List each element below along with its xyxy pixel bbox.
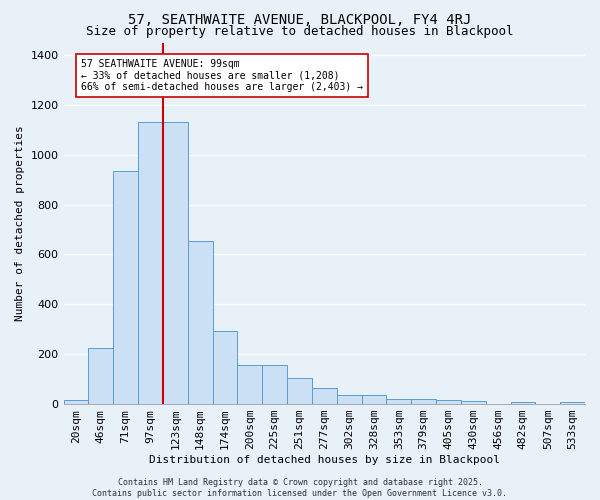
Bar [163,122,188,404]
Bar [188,240,212,404]
Bar [386,399,411,404]
Bar [113,171,138,404]
Bar [238,366,262,404]
Bar [138,122,163,404]
Bar [312,388,337,404]
Bar [212,330,238,404]
Bar [362,396,386,404]
Bar [262,366,287,404]
Text: 57, SEATHWAITE AVENUE, BLACKPOOL, FY4 4RJ: 57, SEATHWAITE AVENUE, BLACKPOOL, FY4 4R… [128,12,472,26]
Y-axis label: Number of detached properties: Number of detached properties [15,126,25,321]
Text: 57 SEATHWAITE AVENUE: 99sqm
← 33% of detached houses are smaller (1,208)
66% of : 57 SEATHWAITE AVENUE: 99sqm ← 33% of det… [81,58,363,92]
Bar [337,396,362,404]
Bar [287,378,312,404]
Bar [511,402,535,404]
Bar [461,401,485,404]
Bar [560,402,585,404]
X-axis label: Distribution of detached houses by size in Blackpool: Distribution of detached houses by size … [149,455,500,465]
Bar [411,399,436,404]
Text: Size of property relative to detached houses in Blackpool: Size of property relative to detached ho… [86,25,514,38]
Bar [88,348,113,404]
Bar [436,400,461,404]
Text: Contains HM Land Registry data © Crown copyright and database right 2025.
Contai: Contains HM Land Registry data © Crown c… [92,478,508,498]
Bar [64,400,88,404]
